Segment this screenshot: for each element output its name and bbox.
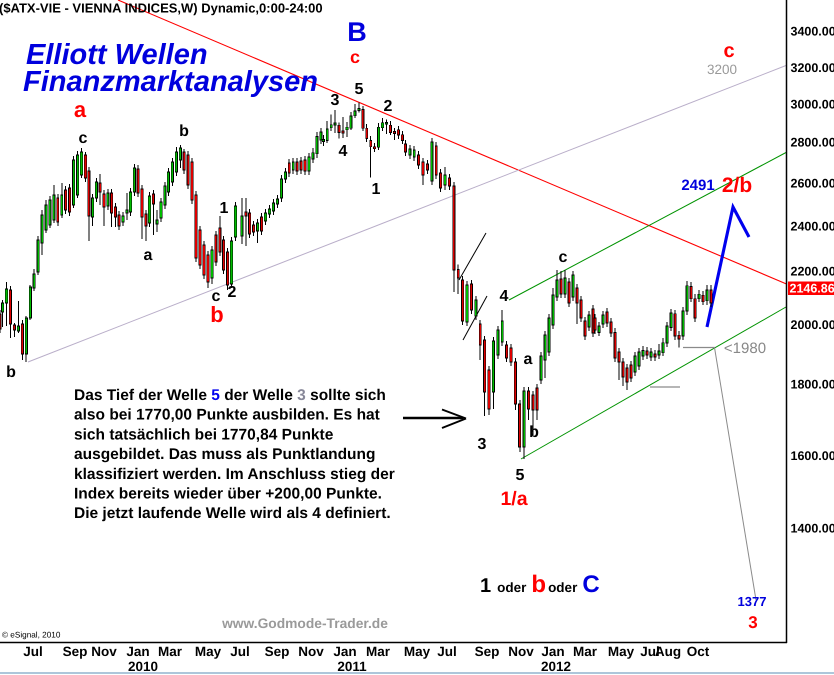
svg-text:1: 1 [220, 200, 229, 217]
svg-text:b: b [6, 364, 16, 381]
svg-text:Mar: Mar [158, 644, 183, 659]
svg-text:also bei 1770,00 Punkte ausbil: also bei 1770,00 Punkte ausbilden. Es ha… [74, 407, 380, 424]
svg-text:2600.00: 2600.00 [791, 177, 834, 191]
svg-text:1/a: 1/a [500, 488, 527, 510]
svg-text:Jan: Jan [333, 644, 356, 659]
svg-text:2010: 2010 [128, 659, 158, 674]
svg-text:May: May [608, 644, 635, 659]
svg-text:5: 5 [355, 81, 364, 98]
svg-text:<1980: <1980 [724, 340, 766, 357]
svg-text:Nov: Nov [298, 644, 324, 659]
svg-text:Mar: Mar [366, 644, 391, 659]
svg-text:2200.00: 2200.00 [791, 265, 834, 279]
svg-text:2: 2 [228, 284, 237, 301]
svg-text:3200.00: 3200.00 [791, 61, 834, 75]
svg-text:a: a [524, 351, 533, 368]
svg-text:Jan: Jan [126, 644, 149, 659]
svg-text:1: 1 [372, 181, 381, 198]
svg-text:b: b [210, 302, 223, 327]
svg-text:Die jetzt laufende Welle wird: Die jetzt laufende Welle wird als 4 defi… [74, 505, 391, 522]
svg-text:c: c [723, 40, 734, 62]
svg-text:1600.00: 1600.00 [791, 449, 834, 463]
svg-text:4: 4 [339, 143, 348, 160]
svg-text:c: c [350, 47, 360, 67]
svg-text:b: b [179, 123, 189, 140]
svg-text:3: 3 [748, 613, 757, 632]
svg-text:a: a [144, 247, 153, 264]
svg-text:Jul: Jul [230, 644, 250, 659]
svg-text:b: b [529, 424, 539, 441]
svg-text:© eSignal, 2010: © eSignal, 2010 [2, 631, 61, 640]
svg-text:Index bereits wieder über +200: Index bereits wieder über +200,00 Punkte… [74, 486, 382, 503]
svg-text:Jul: Jul [437, 644, 457, 659]
svg-text:2146.86: 2146.86 [790, 282, 834, 296]
svg-text:May: May [195, 644, 222, 659]
svg-text:Sep: Sep [265, 644, 290, 659]
svg-text:a: a [74, 97, 87, 122]
svg-text:($ATX-VIE - VIENNA INDICES,W): ($ATX-VIE - VIENNA INDICES,W) Dynamic,0:… [0, 1, 323, 16]
svg-text:Sep: Sep [63, 644, 88, 659]
svg-text:2000.00: 2000.00 [791, 318, 834, 332]
svg-text:Finanzmarktanalysen: Finanzmarktanalysen [23, 66, 318, 98]
svg-text:c: c [559, 249, 568, 266]
svg-text:www.Godmode-Trader.de: www.Godmode-Trader.de [221, 616, 388, 631]
svg-text:Jul: Jul [640, 644, 660, 659]
svg-text:2400.00: 2400.00 [791, 220, 834, 234]
svg-text:Mar: Mar [573, 644, 598, 659]
svg-text:2800.00: 2800.00 [791, 136, 834, 150]
svg-text:2012: 2012 [541, 659, 571, 674]
svg-text:ausgebildet. Das muss als Punk: ausgebildet. Das muss als Punktlandung [74, 446, 375, 463]
svg-text:Das Tief der Welle 5 der Welle: Das Tief der Welle 5 der Welle 3 sollte … [74, 387, 386, 404]
svg-text:c: c [212, 288, 221, 305]
svg-text:2491: 2491 [681, 177, 714, 194]
svg-text:Jan: Jan [541, 644, 564, 659]
svg-text:2: 2 [384, 98, 393, 115]
svg-text:3000.00: 3000.00 [791, 98, 834, 112]
svg-text:5: 5 [516, 467, 525, 484]
svg-text:Nov: Nov [508, 644, 534, 659]
svg-text:klassifiziert werden. Im Ansch: klassifiziert werden. Im Anschluss stieg… [74, 466, 395, 483]
svg-text:1400.00: 1400.00 [791, 522, 834, 536]
svg-text:Sep: Sep [475, 644, 500, 659]
svg-text:Aug: Aug [655, 644, 681, 659]
svg-text:3400.00: 3400.00 [791, 25, 834, 39]
svg-text:Oct: Oct [687, 644, 710, 659]
svg-text:Elliott Wellen: Elliott Wellen [26, 39, 208, 71]
svg-text:May: May [404, 644, 431, 659]
svg-text:Jul: Jul [23, 644, 43, 659]
svg-text:1800.00: 1800.00 [791, 378, 834, 392]
svg-text:c: c [79, 130, 88, 147]
svg-text:4: 4 [500, 288, 509, 305]
svg-text:B: B [347, 17, 367, 47]
svg-text:2011: 2011 [337, 659, 367, 674]
svg-text:2/b: 2/b [722, 174, 752, 197]
svg-text:3: 3 [331, 92, 340, 109]
svg-text:3200: 3200 [707, 62, 737, 77]
svg-text:3: 3 [478, 436, 487, 453]
svg-text:sich tatsächlich bei 1770,84 P: sich tatsächlich bei 1770,84 Punkte [74, 426, 334, 443]
svg-text:1377: 1377 [738, 594, 767, 609]
svg-text:Nov: Nov [91, 644, 117, 659]
